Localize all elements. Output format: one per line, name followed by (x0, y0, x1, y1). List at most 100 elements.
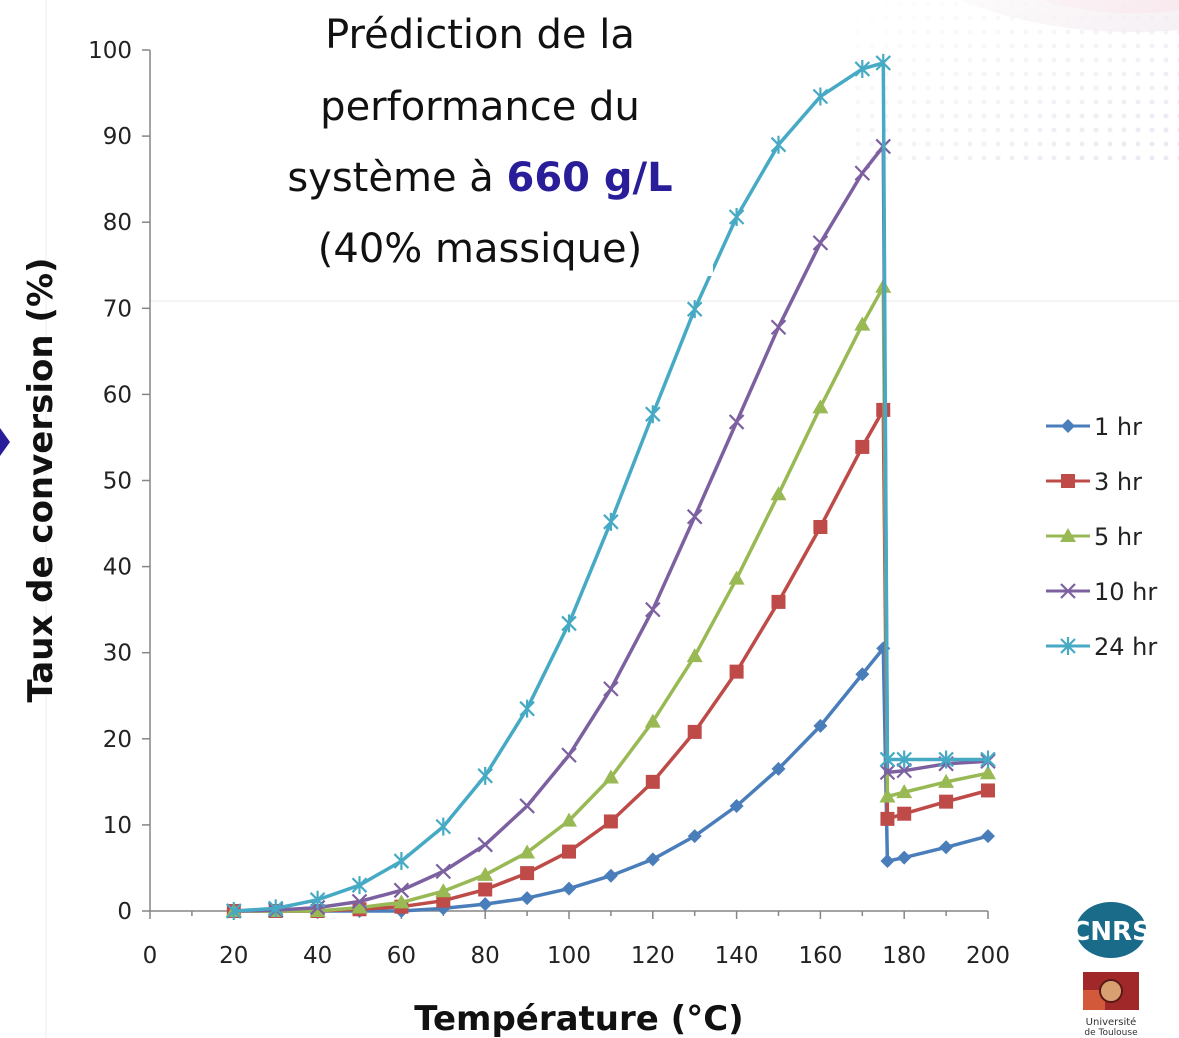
data-point (226, 902, 242, 920)
data-point (561, 614, 577, 633)
data-point (812, 87, 829, 106)
data-point (603, 814, 618, 829)
data-point (477, 766, 493, 785)
series-24hr (226, 53, 996, 920)
legend-item: 24 hr (1046, 633, 1157, 661)
series-layer (225, 53, 996, 920)
data-point (880, 811, 895, 826)
data-point (896, 750, 912, 769)
data-point (478, 897, 493, 912)
data-point (562, 881, 576, 896)
data-point (729, 798, 744, 813)
x-tick-label: 0 (143, 943, 158, 969)
legend-item: 5 hr (1046, 523, 1142, 551)
data-point (687, 724, 702, 739)
y-tick-label: 50 (103, 469, 132, 495)
data-point (938, 773, 955, 788)
x-tick-label: 160 (798, 943, 842, 969)
x-tick-label: 120 (631, 943, 675, 969)
data-point (686, 300, 703, 319)
data-point (980, 765, 996, 780)
series-3hr (226, 402, 995, 918)
legend-label: 5 hr (1094, 523, 1142, 551)
y-tick-label: 30 (103, 641, 132, 667)
data-point (728, 570, 745, 585)
data-point (478, 882, 493, 897)
data-point (393, 894, 410, 909)
legend-marker (1060, 637, 1076, 655)
data-point (897, 850, 912, 865)
data-point (728, 414, 745, 430)
data-point (520, 866, 535, 881)
legend-marker (1060, 583, 1076, 599)
x-tick-label: 140 (715, 943, 759, 969)
data-point (603, 868, 618, 883)
title-concentration-highlight: 660 g/L (507, 155, 673, 201)
legend-marker (1060, 528, 1076, 542)
data-point (267, 899, 284, 918)
data-point (854, 165, 871, 181)
data-point (562, 844, 576, 859)
legend-label: 10 hr (1094, 578, 1157, 606)
slide-bullet-icon (0, 428, 10, 456)
y-tick-label: 60 (103, 382, 132, 408)
data-point (309, 903, 326, 917)
title-line-3: système à 660 g/L (287, 155, 672, 201)
universite-toulouse-logo: Université de Toulouse (1083, 972, 1139, 1038)
cnrs-logo: CNRS (1071, 902, 1151, 958)
data-point (561, 812, 577, 827)
y-tick-label: 70 (103, 296, 132, 322)
data-point (875, 53, 892, 72)
data-point (854, 316, 871, 331)
y-tick-label: 90 (103, 124, 132, 150)
data-point (603, 681, 619, 697)
data-point (519, 844, 536, 859)
data-point (435, 883, 452, 898)
title-line-1: Prédiction de la (325, 12, 635, 58)
data-point (770, 135, 787, 154)
legend-label: 3 hr (1094, 468, 1142, 496)
data-point (603, 512, 619, 531)
y-tick-label: 100 (88, 38, 132, 64)
y-tick-label: 40 (103, 555, 132, 581)
data-point (561, 747, 577, 763)
data-point (939, 794, 954, 809)
legend: 1 hr 3 hr 5 hr 10 hr 24 hr (1046, 413, 1157, 661)
x-tick-label: 60 (387, 943, 416, 969)
data-point (770, 486, 787, 501)
y-ticks: 0 10 20 30 40 50 60 70 80 90 100 (88, 38, 150, 925)
data-point (880, 854, 895, 869)
data-point (435, 817, 452, 836)
legend-item: 3 hr (1046, 468, 1142, 496)
title-line-3-prefix: système à (287, 155, 506, 201)
data-point (520, 891, 535, 906)
legend-marker (1061, 474, 1075, 488)
legend-item: 10 hr (1046, 578, 1157, 606)
data-point (351, 899, 368, 914)
data-point (770, 319, 787, 336)
data-point (729, 664, 744, 679)
legend-item: 1 hr (1046, 413, 1142, 441)
data-point (812, 399, 829, 414)
toulouse-logo-line2: de Toulouse (1084, 1028, 1138, 1038)
data-point (602, 769, 619, 784)
x-tick-label: 180 (882, 943, 926, 969)
x-tick-label: 40 (303, 943, 332, 969)
title-line-4: (40% massique) (318, 226, 642, 272)
data-point (981, 829, 995, 844)
data-point (813, 718, 828, 733)
data-point (645, 852, 660, 867)
data-point (686, 648, 703, 663)
data-point (812, 235, 829, 251)
data-point (938, 750, 954, 769)
legend-label: 1 hr (1094, 413, 1142, 441)
title-line-2: performance du (320, 84, 640, 130)
data-point (477, 836, 493, 853)
y-tick-label: 20 (103, 727, 132, 753)
data-point (728, 208, 745, 227)
data-point (879, 750, 896, 769)
data-point (686, 508, 703, 525)
legend-label: 24 hr (1094, 633, 1157, 661)
cnrs-logo-text: CNRS (1071, 917, 1151, 947)
